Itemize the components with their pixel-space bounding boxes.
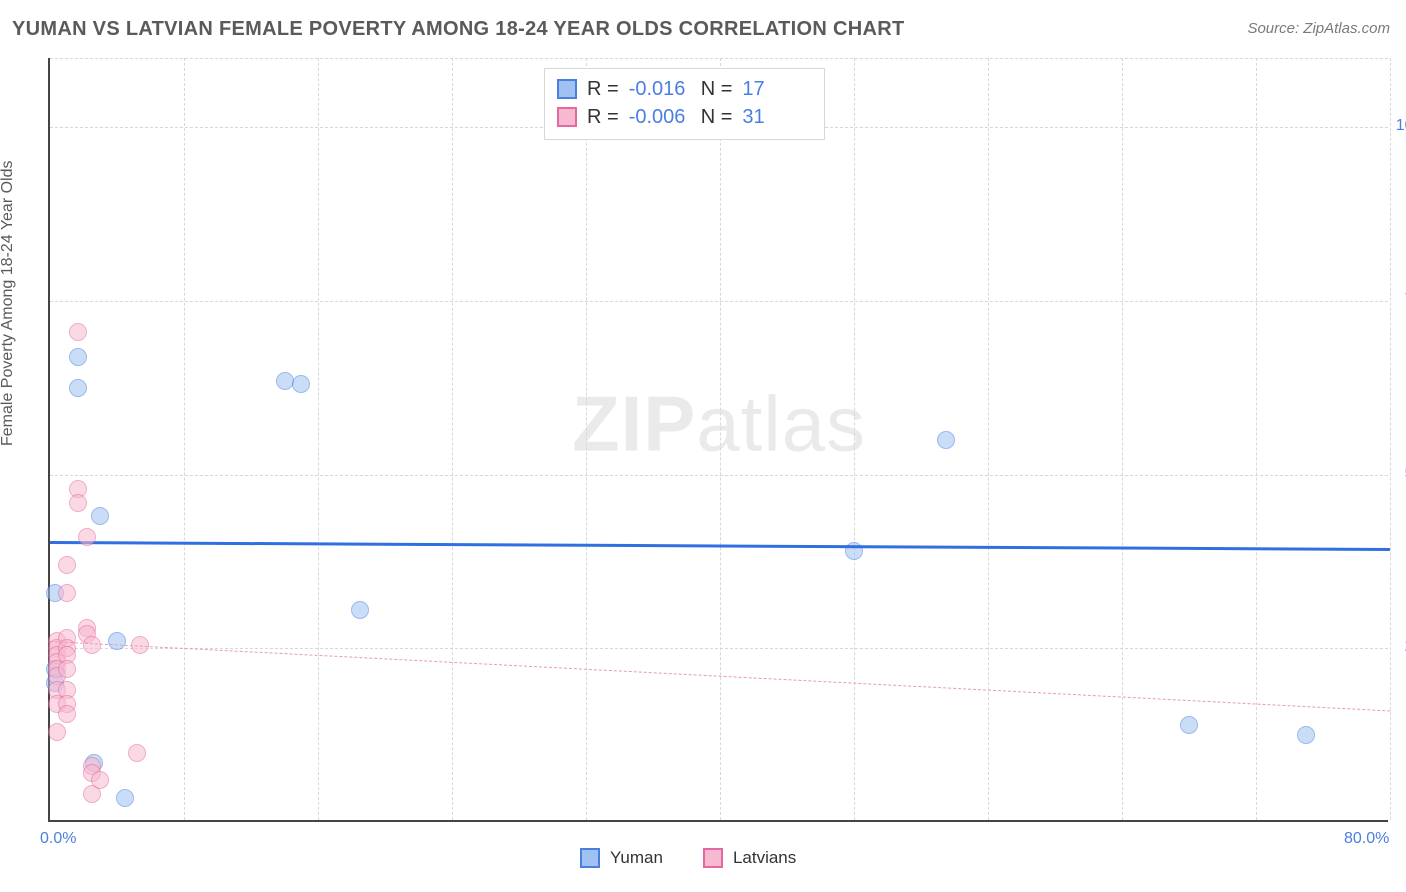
gridline-h (50, 475, 1388, 476)
legend-swatch-latvians (703, 848, 723, 868)
swatch-latvians (557, 107, 577, 127)
watermark: ZIPatlas (572, 378, 866, 469)
data-point-yuman (69, 348, 87, 366)
gridline-v (1122, 58, 1123, 820)
legend-label-yuman: Yuman (610, 848, 663, 868)
gridline-v (988, 58, 989, 820)
gridline-v (720, 58, 721, 820)
data-point-latvians (58, 660, 76, 678)
data-point-latvians (91, 771, 109, 789)
x-tick-label: 0.0% (40, 830, 76, 848)
plot-area: ZIPatlas 25.0%50.0%75.0%100.0%0.0%80.0% (48, 58, 1388, 822)
x-tick-label: 80.0% (1344, 830, 1389, 848)
data-point-yuman (292, 375, 310, 393)
data-point-latvians (69, 494, 87, 512)
y-tick-label: 25.0% (1390, 638, 1406, 656)
data-point-yuman (1180, 716, 1198, 734)
data-point-latvians (58, 705, 76, 723)
chart-title: YUMAN VS LATVIAN FEMALE POVERTY AMONG 18… (12, 18, 904, 41)
swatch-yuman (557, 79, 577, 99)
data-point-yuman (276, 372, 294, 390)
data-point-latvians (128, 744, 146, 762)
correlation-row-latvians: R = -0.006 N = 31 (557, 103, 804, 131)
gridline-h (50, 58, 1388, 59)
gridline-v (184, 58, 185, 820)
watermark-rest: atlas (696, 379, 866, 467)
r-latvians: -0.006 (629, 103, 691, 131)
legend-swatch-yuman (580, 848, 600, 868)
data-point-latvians (78, 528, 96, 546)
legend-item-yuman: Yuman (580, 848, 663, 868)
data-point-latvians (58, 584, 76, 602)
y-tick-label: 75.0% (1390, 291, 1406, 309)
y-axis-title: Female Poverty Among 18-24 Year Olds (0, 161, 17, 447)
series-legend: Yuman Latvians (580, 848, 796, 868)
gridline-v (318, 58, 319, 820)
n-yuman: 17 (742, 75, 804, 103)
gridline-v (1390, 58, 1391, 820)
data-point-yuman (108, 632, 126, 650)
chart-container: YUMAN VS LATVIAN FEMALE POVERTY AMONG 18… (0, 0, 1406, 892)
data-point-yuman (937, 431, 955, 449)
data-point-latvians (58, 556, 76, 574)
gridline-h (50, 648, 1388, 649)
r-yuman: -0.016 (629, 75, 691, 103)
legend-label-latvians: Latvians (733, 848, 796, 868)
gridline-v (586, 58, 587, 820)
gridline-v (854, 58, 855, 820)
data-point-latvians (69, 323, 87, 341)
correlation-row-yuman: R = -0.016 N = 17 (557, 75, 804, 103)
data-point-yuman (1297, 726, 1315, 744)
gridline-h (50, 301, 1388, 302)
y-tick-label: 100.0% (1390, 117, 1406, 135)
correlation-legend: R = -0.016 N = 17 R = -0.006 N = 31 (544, 68, 825, 140)
n-latvians: 31 (742, 103, 804, 131)
data-point-yuman (351, 601, 369, 619)
gridline-v (452, 58, 453, 820)
gridline-v (1256, 58, 1257, 820)
source-label: Source: ZipAtlas.com (1247, 20, 1390, 37)
watermark-bold: ZIP (572, 379, 696, 467)
data-point-yuman (69, 379, 87, 397)
data-point-yuman (91, 507, 109, 525)
y-tick-label: 50.0% (1390, 465, 1406, 483)
data-point-latvians (48, 723, 66, 741)
data-point-latvians (83, 636, 101, 654)
legend-item-latvians: Latvians (703, 848, 796, 868)
data-point-yuman (116, 789, 134, 807)
